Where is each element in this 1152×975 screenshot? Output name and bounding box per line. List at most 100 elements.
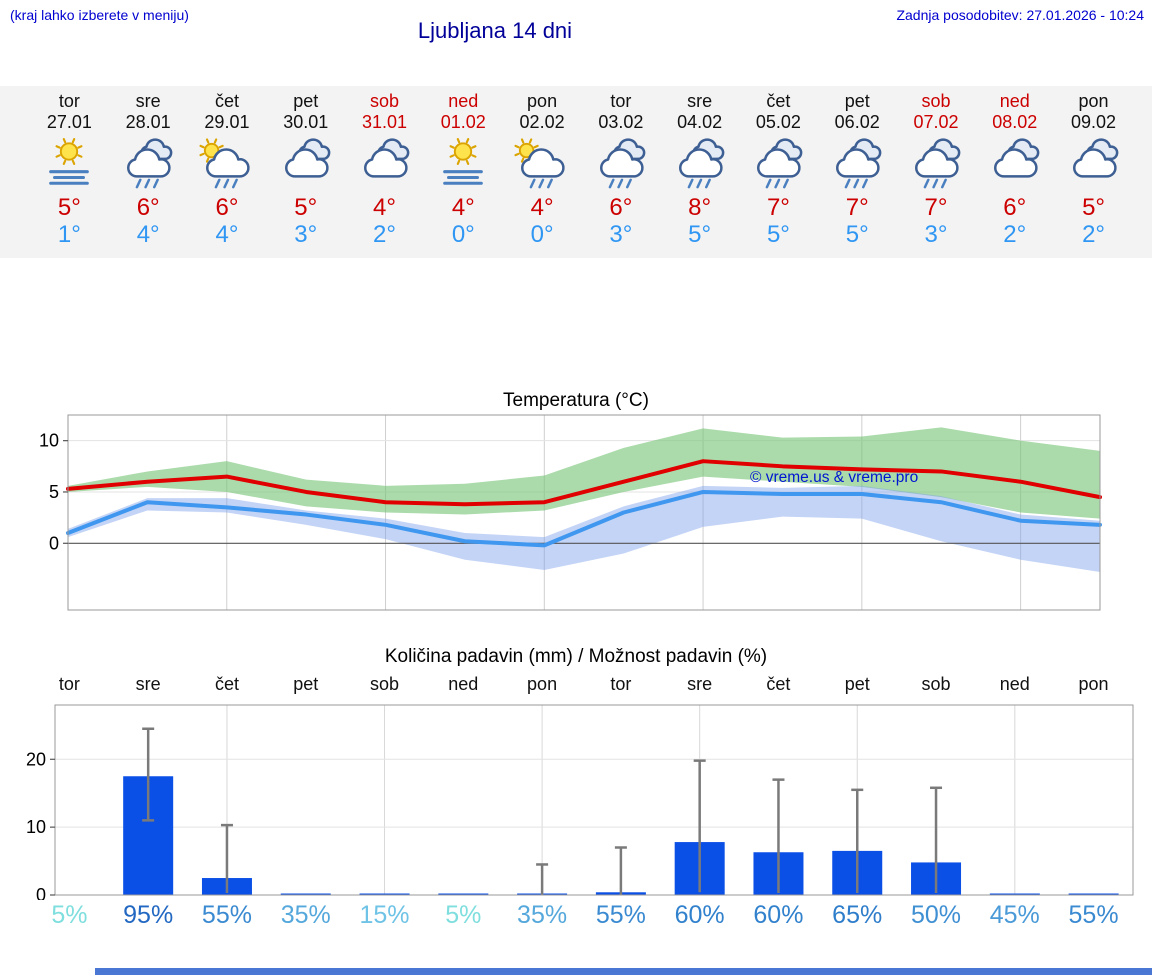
- temp-high: 6°: [609, 194, 633, 221]
- day-name: sob: [921, 91, 951, 111]
- precipitation-chart-title: Količina padavin (mm) / Možnost padavin …: [384, 646, 768, 667]
- day-label: sob: [370, 674, 400, 694]
- day-name: tor: [610, 91, 632, 111]
- svg-text:10: 10: [26, 817, 46, 837]
- day-date: 08.02: [992, 112, 1038, 132]
- rain-icon: [897, 138, 976, 192]
- svg-text:0: 0: [36, 885, 46, 900]
- page-title: Ljubljana 14 dni: [417, 18, 573, 43]
- temp-low: 5°: [766, 221, 790, 248]
- temp-high: 7°: [845, 194, 869, 221]
- probability-label: 45%: [989, 901, 1040, 929]
- day-name: sre: [135, 91, 161, 111]
- day-label: pon: [527, 674, 558, 694]
- probability-label: 60%: [674, 901, 725, 929]
- probability-label: 55%: [201, 901, 252, 929]
- day-date: 07.02: [913, 112, 959, 132]
- day-date: 09.02: [1071, 112, 1117, 132]
- day-name: sre: [687, 91, 713, 111]
- forecast-day-column: ned 08.02 6° 2°: [975, 91, 1054, 248]
- svg-text:20: 20: [26, 749, 46, 769]
- temp-low: 5°: [688, 221, 712, 248]
- forecast-day-column: ned 01.02 4° 0°: [424, 91, 503, 248]
- probability-label: 55%: [595, 901, 646, 929]
- forecast-day-column: sob 07.02 7° 3°: [897, 91, 976, 248]
- probability-label: 35%: [517, 901, 568, 929]
- sun-rain-icon: [503, 138, 582, 192]
- forecast-day-column: sre 04.02 8° 5°: [660, 91, 739, 248]
- day-label: ned: [999, 674, 1030, 694]
- forecast-strip: tor 27.01 5° 1° sre 28.01 6° 4° čet 29.01 6° 4° pet 3…: [0, 86, 1152, 258]
- sun-rain-icon: [188, 138, 267, 192]
- temp-high: 8°: [688, 194, 712, 221]
- forecast-day-column: tor 03.02 6° 3°: [581, 91, 660, 248]
- forecast-day-column: tor 27.01 5° 1°: [30, 91, 109, 248]
- temp-low: 3°: [294, 221, 318, 248]
- probability-label: 50%: [910, 901, 961, 929]
- probability-label: 65%: [832, 901, 883, 929]
- day-name: tor: [58, 91, 80, 111]
- temperature-chart: 0 5 10 © vreme.us & vreme.pro: [39, 414, 1102, 611]
- rain-icon: [818, 138, 897, 192]
- rain-icon: [739, 138, 818, 192]
- day-name: pon: [1078, 91, 1109, 111]
- temp-high: 5°: [57, 194, 81, 221]
- day-name: pet: [844, 91, 870, 111]
- day-name: čet: [214, 91, 239, 111]
- probability-label: 60%: [753, 901, 804, 929]
- sun-fog-icon: [424, 138, 503, 192]
- day-label: sre: [687, 674, 713, 694]
- forecast-day-column: pon 09.02 5° 2°: [1054, 91, 1133, 248]
- day-label: tor: [610, 674, 632, 694]
- cloudy-icon: [975, 138, 1054, 192]
- forecast-day-column: čet 05.02 7° 5°: [739, 91, 818, 248]
- partial-footer-bar: [95, 968, 1152, 975]
- forecast-day-column: sre 28.01 6° 4°: [109, 91, 188, 248]
- temp-high: 5°: [1082, 194, 1106, 221]
- day-label: pet: [844, 674, 870, 694]
- day-label: čet: [214, 674, 239, 694]
- temp-low: 3°: [609, 221, 633, 248]
- day-label: čet: [766, 674, 791, 694]
- cloudy-icon: [1054, 138, 1133, 192]
- cloudy-icon: [345, 138, 424, 192]
- temp-low: 1°: [57, 221, 81, 248]
- day-name: ned: [999, 91, 1030, 111]
- rain-icon: [109, 138, 188, 192]
- temp-low: 2°: [1003, 221, 1027, 248]
- watermark-link[interactable]: © vreme.us & vreme.pro: [750, 469, 918, 486]
- day-date: 03.02: [598, 112, 644, 132]
- temp-high: 6°: [215, 194, 239, 221]
- day-label: sre: [135, 674, 161, 694]
- forecast-day-column: pet 30.01 5° 3°: [266, 91, 345, 248]
- cloudy-icon: [266, 138, 345, 192]
- temp-low: 0°: [530, 221, 554, 248]
- day-date: 27.01: [46, 112, 92, 132]
- temp-low: 5°: [845, 221, 869, 248]
- probability-label: 95%: [123, 901, 174, 929]
- day-label: sob: [921, 674, 951, 694]
- probability-label: 15%: [359, 901, 410, 929]
- forecast-columns: tor 27.01 5° 1° sre 28.01 6° 4° čet 29.01 6° 4° pet 3…: [30, 91, 1133, 248]
- temp-high: 6°: [136, 194, 160, 221]
- day-name: čet: [766, 91, 791, 111]
- temp-high: 5°: [294, 194, 318, 221]
- svg-text:0: 0: [49, 533, 59, 553]
- last-updated-text: Zadnja posodobitev: 27.01.2026 - 10:24: [896, 7, 1144, 23]
- temp-high: 7°: [766, 194, 790, 221]
- rain-icon: [660, 138, 739, 192]
- day-date: 31.01: [361, 112, 408, 132]
- day-name: pet: [293, 91, 319, 111]
- temp-low: 4°: [136, 221, 160, 248]
- temp-high: 6°: [1003, 194, 1027, 221]
- probability-label: 5%: [445, 901, 482, 929]
- probability-label: 5%: [51, 901, 88, 929]
- temp-low: 2°: [1082, 221, 1106, 248]
- day-label: pon: [1078, 674, 1109, 694]
- day-name: pon: [527, 91, 558, 111]
- day-date: 04.02: [677, 112, 723, 132]
- sun-fog-icon: [30, 138, 109, 192]
- forecast-day-column: pon 02.02 4° 0°: [503, 91, 582, 248]
- precipitation-chart: 0 10 20: [26, 704, 1134, 900]
- temp-low: 0°: [451, 221, 475, 248]
